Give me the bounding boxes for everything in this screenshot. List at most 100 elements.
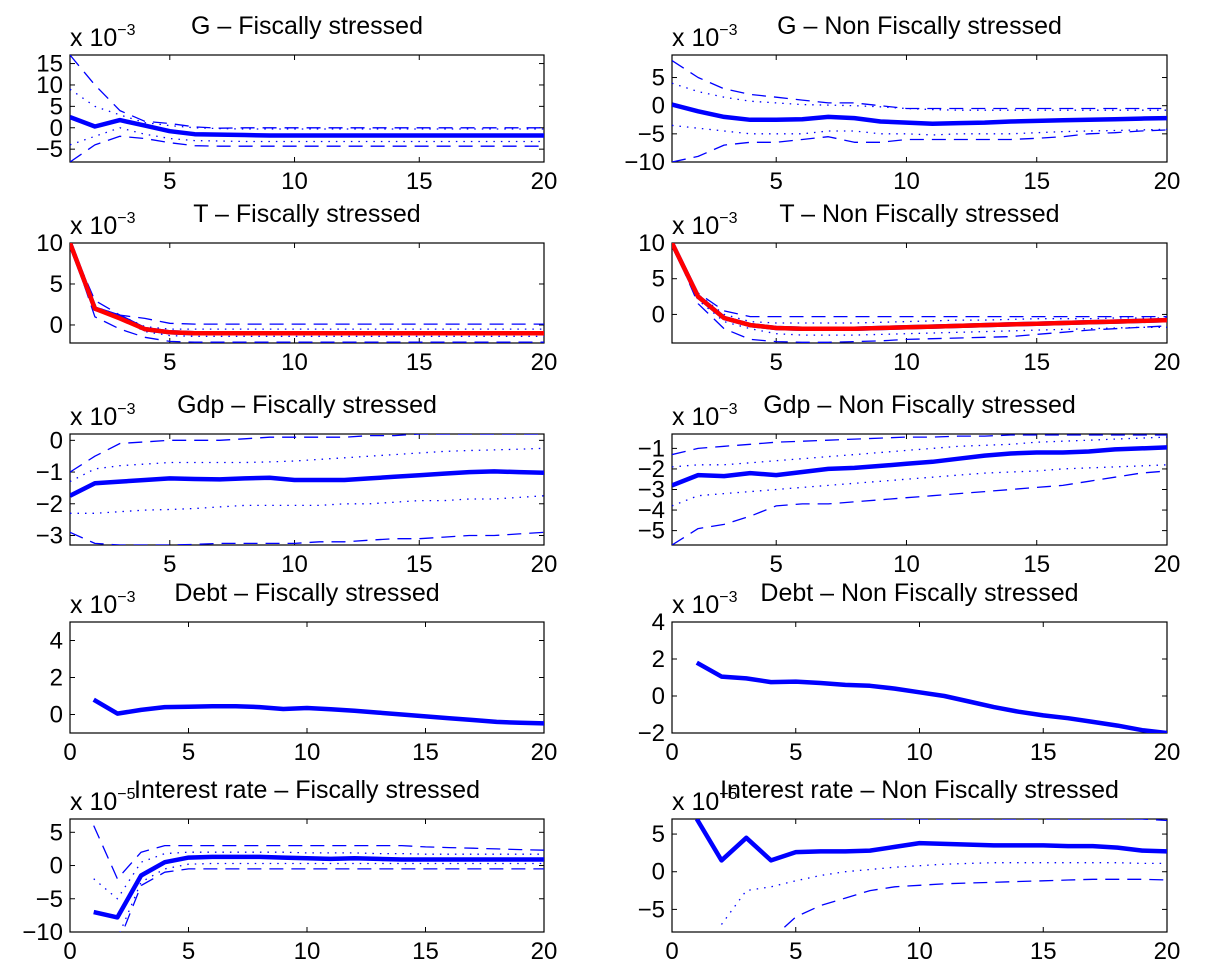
axis-scale-label: x 10−5	[672, 786, 738, 816]
x-tick-label: 20	[1154, 168, 1181, 195]
series-line-outer	[672, 60, 1167, 110]
y-tick-label: 0	[652, 301, 665, 328]
x-tick-label: 5	[789, 938, 802, 965]
series-line-overlay	[672, 243, 1167, 331]
series-line-outer	[672, 129, 1167, 162]
series-line-outer	[672, 243, 1167, 343]
x-tick-label: 20	[1154, 551, 1181, 578]
y-tick-label: −4	[638, 497, 665, 524]
axis-scale-label: x 10−3	[70, 210, 136, 240]
y-tick-label: 0	[50, 853, 63, 880]
y-tick-label: −10	[624, 149, 665, 176]
series-line-inner	[70, 447, 544, 483]
x-tick-label: 5	[163, 551, 176, 578]
series-line-inner	[70, 127, 544, 146]
x-tick-label: 10	[893, 168, 920, 195]
x-tick-label: 10	[281, 349, 308, 376]
panel-title: Gdp – Fiscally stressed	[177, 391, 437, 419]
x-tick-label: 15	[406, 349, 433, 376]
x-tick-label: 10	[294, 938, 321, 965]
x-tick-label: 15	[406, 551, 433, 578]
x-tick-label: 0	[63, 739, 76, 766]
x-tick-label: 5	[163, 168, 176, 195]
series-line-outer	[778, 878, 1167, 932]
axis-scale-label: x 10−3	[672, 210, 738, 240]
y-tick-label: 0	[50, 427, 63, 454]
y-tick-label: 10	[36, 72, 63, 99]
panel-6: 5 10 15 20 −5−4−3−2−1 x 10−3 Gdp – Non Fiscall…	[638, 391, 1181, 578]
x-tick-label: 10	[294, 739, 321, 766]
y-tick-label: −5	[638, 518, 665, 545]
axes-box	[69, 54, 545, 163]
series-group	[70, 434, 544, 545]
x-tick-label: 10	[893, 551, 920, 578]
x-tick-label: 15	[1030, 739, 1057, 766]
x-tick-label: 0	[665, 739, 678, 766]
y-tick-label: 10	[638, 230, 665, 257]
x-tick-label: 15	[1023, 349, 1050, 376]
series-line-outer	[70, 243, 544, 343]
series-line-inner	[720, 862, 1167, 925]
y-tick-label: −2	[36, 491, 63, 518]
x-tick-label: 5	[182, 938, 195, 965]
y-tick-label: −2	[638, 456, 665, 483]
y-tick-label: 5	[652, 266, 665, 293]
x-tick-label: 15	[412, 938, 439, 965]
axis-scale-label: x 10−3	[70, 401, 136, 431]
series-line-inner	[672, 124, 1167, 136]
x-tick-label: 20	[531, 938, 558, 965]
series-line-inner	[672, 436, 1167, 468]
series-line-median	[70, 469, 544, 498]
y-tick-label: 4	[652, 609, 665, 636]
x-tick-label: 10	[893, 349, 920, 376]
panel-title: T – Non Fiscally stressed	[779, 200, 1059, 228]
series-group	[93, 825, 544, 932]
y-tick-label: 5	[50, 93, 63, 120]
panel-title: G – Fiscally stressed	[191, 12, 423, 40]
series-group	[70, 55, 544, 162]
series-group	[695, 660, 1167, 733]
series-line-median	[695, 660, 1167, 733]
series-line-inner	[70, 243, 544, 330]
x-tick-label: 15	[412, 739, 439, 766]
series-line-outer	[672, 243, 1167, 318]
x-tick-label: 10	[281, 551, 308, 578]
y-tick-label: −3	[638, 477, 665, 504]
series-line-median	[93, 854, 544, 920]
series-line-median	[92, 697, 544, 726]
panel-title: Debt – Non Fiscally stressed	[760, 579, 1078, 607]
y-tick-label: −10	[22, 919, 63, 946]
y-tick-label: 0	[652, 93, 665, 120]
y-tick-label: 5	[652, 821, 665, 848]
x-tick-label: 5	[770, 349, 783, 376]
series-group	[672, 243, 1167, 343]
y-tick-label: −2	[638, 720, 665, 747]
x-tick-label: 5	[770, 168, 783, 195]
x-tick-label: 20	[531, 551, 558, 578]
series-line-outer	[70, 243, 544, 325]
panel-5: 5 10 15 20 −3 −2 −1 0 x 10−3 Gdp – Fiscally stres…	[36, 391, 558, 578]
axes-box	[69, 242, 545, 344]
axes-box	[69, 433, 545, 546]
y-tick-label: 5	[50, 819, 63, 846]
series-group	[70, 243, 544, 343]
series-group	[672, 434, 1167, 545]
series-line-outer	[672, 470, 1167, 545]
series-group	[672, 60, 1167, 162]
series-line-inner	[672, 243, 1167, 336]
panel-title: Gdp – Non Fiscally stressed	[763, 391, 1076, 419]
y-tick-label: 0	[652, 859, 665, 886]
x-tick-label: 5	[770, 551, 783, 578]
y-tick-label: −1	[36, 459, 63, 486]
x-tick-label: 15	[1023, 168, 1050, 195]
panel-title: T – Fiscally stressed	[193, 200, 420, 228]
x-tick-label: 5	[163, 349, 176, 376]
series-line-outer	[121, 868, 544, 932]
panel-title: G – Non Fiscally stressed	[777, 12, 1062, 40]
axes-box	[671, 818, 1168, 933]
